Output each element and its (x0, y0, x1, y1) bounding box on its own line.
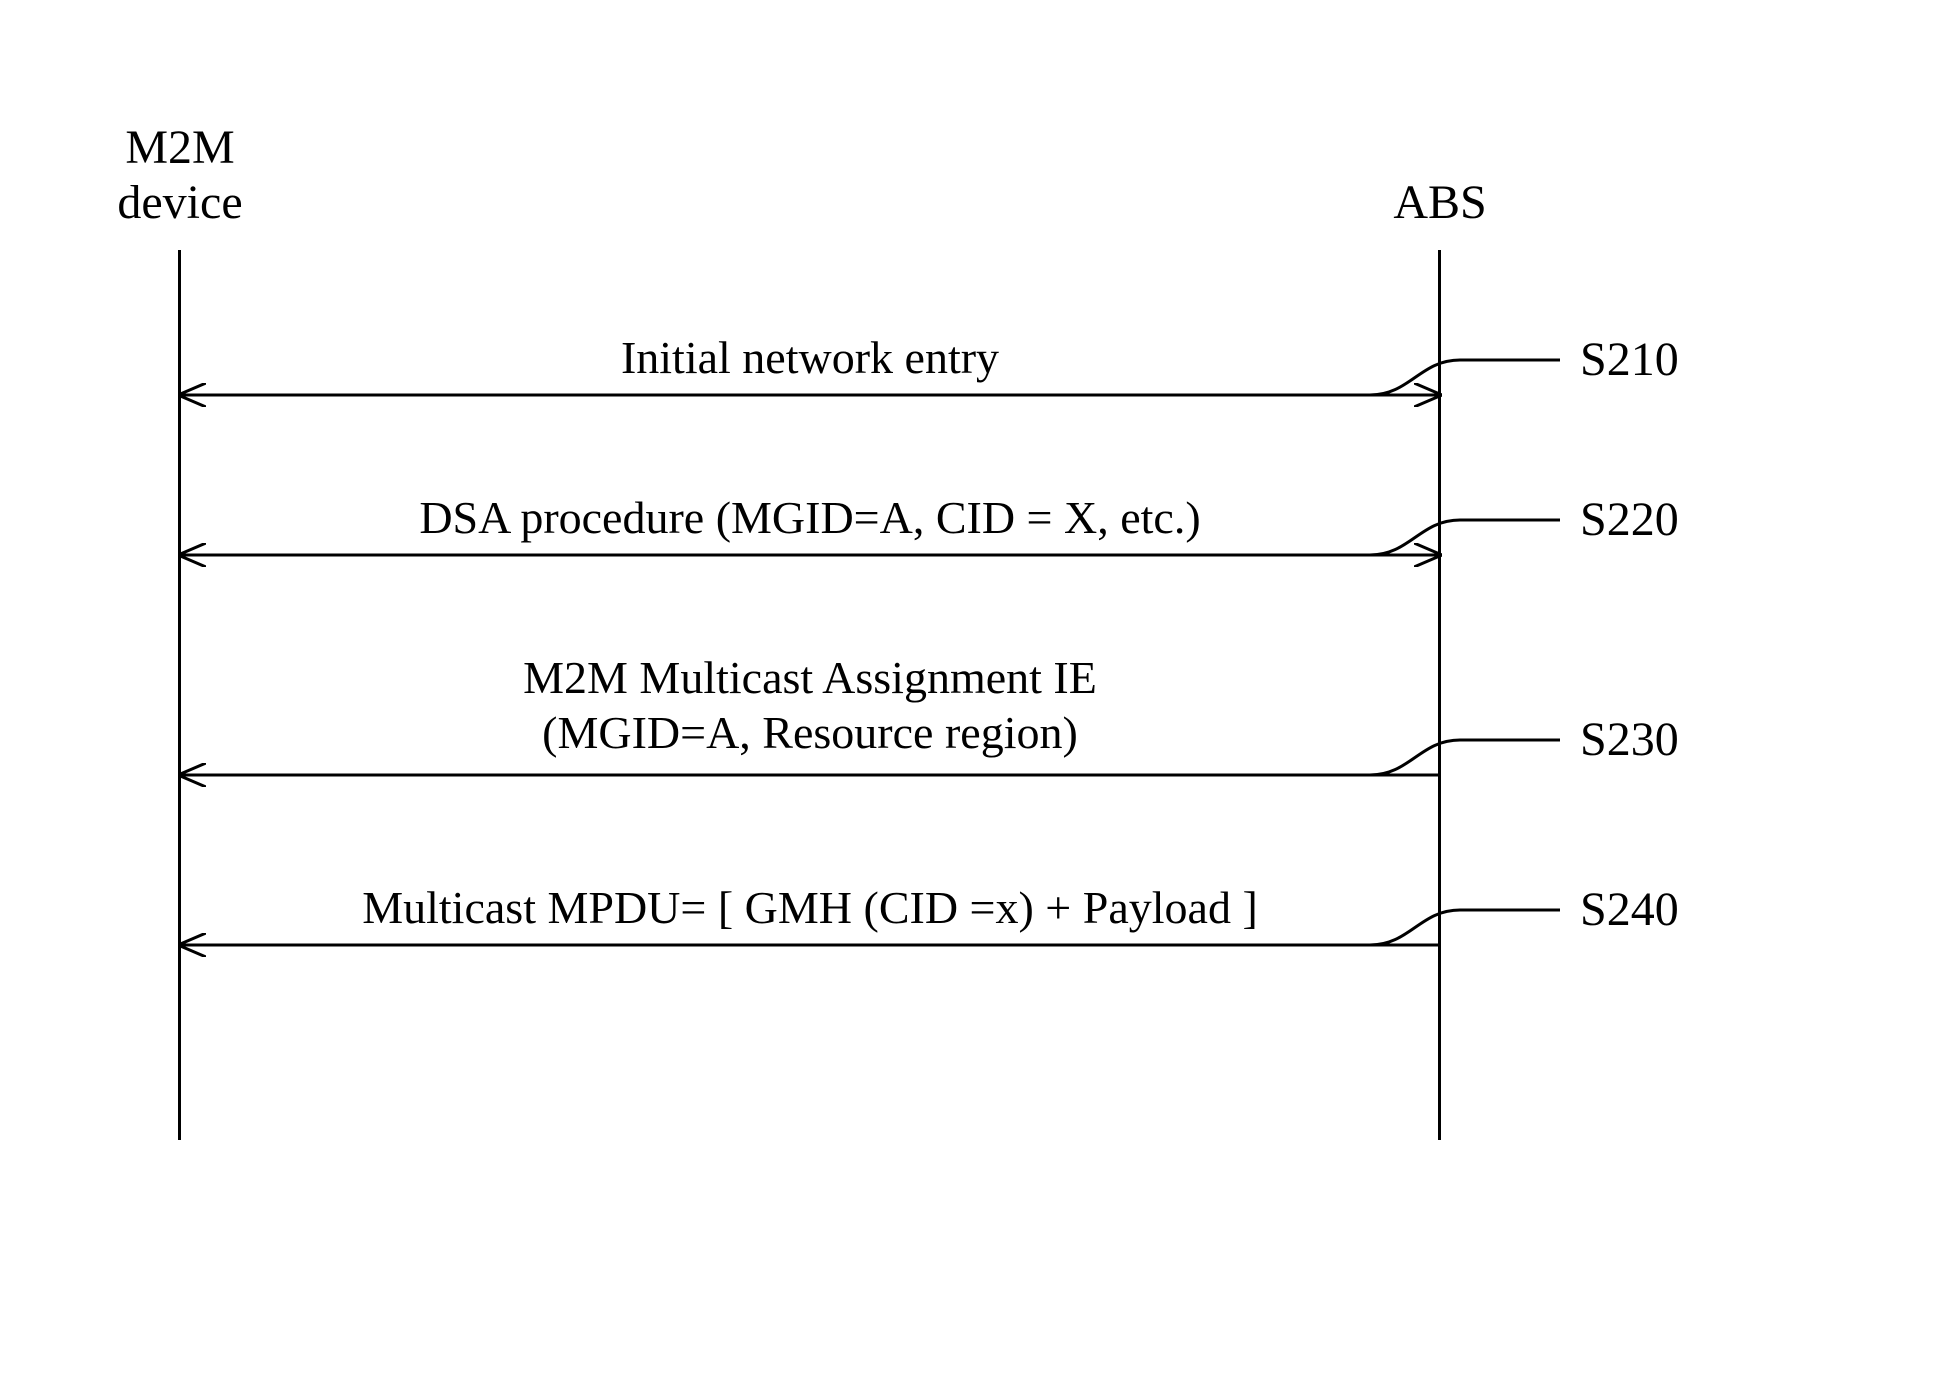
step-label-s220: S220 (1580, 492, 1679, 547)
diagram-overlay (120, 60, 1840, 1160)
msg-s240-line1: Multicast MPDU= [ GMH (CID =x) + Payload… (362, 882, 1258, 933)
msg-s230-line1: M2M Multicast Assignment IE (523, 652, 1097, 703)
msg-s210-line1: Initial network entry (621, 332, 999, 383)
step-label-s210: S210 (1580, 332, 1679, 387)
message-text-s210: Initial network entry (180, 330, 1440, 385)
message-text-s220: DSA procedure (MGID=A, CID = X, etc.) (180, 490, 1440, 545)
sequence-diagram: M2M device ABS Initial netw (120, 60, 1840, 1160)
message-text-s230: M2M Multicast Assignment IE (MGID=A, Res… (180, 650, 1440, 760)
step-label-s240: S240 (1580, 882, 1679, 937)
step-label-s230: S230 (1580, 712, 1679, 767)
msg-s220-line1: DSA procedure (MGID=A, CID = X, etc.) (419, 492, 1200, 543)
message-text-s240: Multicast MPDU= [ GMH (CID =x) + Payload… (180, 880, 1440, 935)
msg-s230-line2: (MGID=A, Resource region) (542, 707, 1078, 758)
